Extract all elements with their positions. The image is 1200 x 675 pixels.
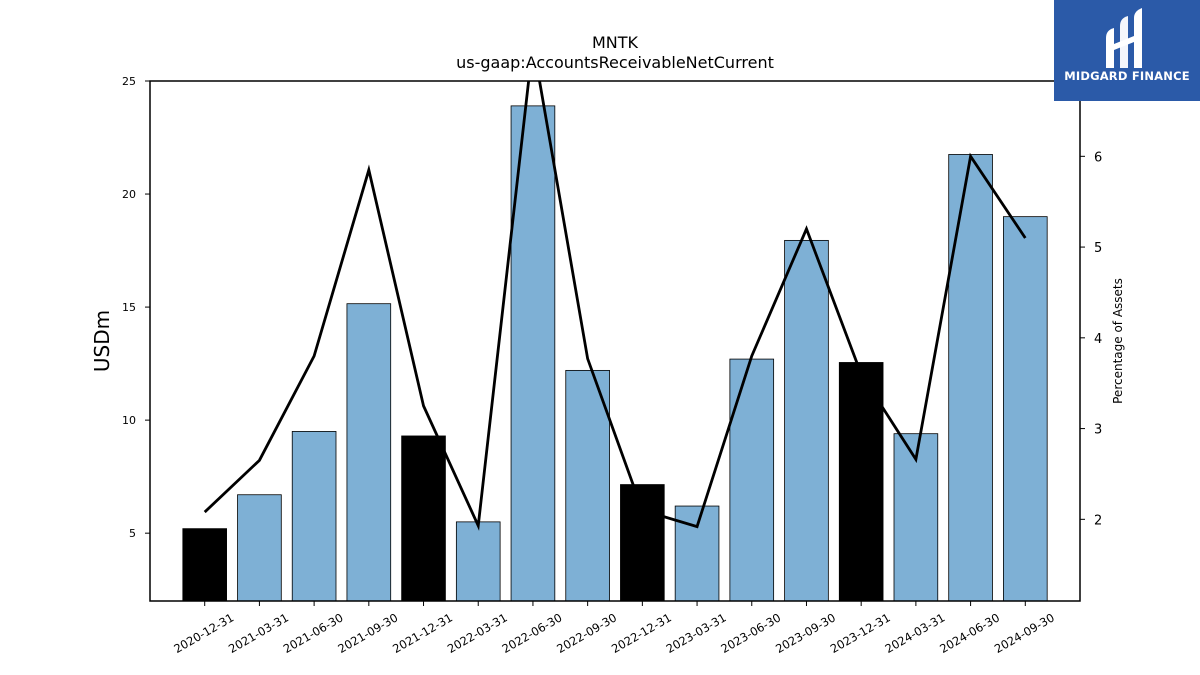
bar <box>565 369 610 602</box>
x-tick-label: 2021-06-30 <box>281 610 346 656</box>
bar <box>510 105 556 602</box>
y-tick-label: 10 <box>122 414 136 427</box>
bar <box>838 362 884 602</box>
y-tick-label: 20 <box>122 188 136 201</box>
y2-tick-label: 4 <box>1094 332 1102 347</box>
y2-axis-label: Percentage of Assets <box>1111 278 1125 404</box>
y-tick-label: 5 <box>129 527 136 540</box>
bar <box>237 494 282 602</box>
bar <box>620 484 665 602</box>
bar <box>346 303 392 602</box>
bar <box>729 358 775 602</box>
x-tick-label: 2022-12-31 <box>609 610 674 656</box>
x-tick-label: 2022-03-31 <box>445 610 510 656</box>
y2-tick-label: 2 <box>1094 513 1102 528</box>
brand-logo: MIDGARD FINANCE <box>1054 0 1200 101</box>
x-tick-label: 2024-03-31 <box>882 610 947 656</box>
chart-title: MNTK <box>592 33 639 52</box>
x-tick-label: 2021-09-30 <box>335 610 400 656</box>
x-tick-label: 2022-06-30 <box>500 610 565 656</box>
y-tick-label: 15 <box>122 301 136 314</box>
bar <box>455 521 501 602</box>
bar <box>784 239 829 602</box>
brand-name: MIDGARD FINANCE <box>1064 69 1190 83</box>
y-axis-label: USDm <box>90 310 114 372</box>
line-layer <box>203 81 1027 531</box>
bars-layer <box>182 105 1048 602</box>
bar <box>1003 216 1048 602</box>
x-tick-label: 2024-06-30 <box>937 610 1002 656</box>
bar <box>182 528 227 602</box>
x-tick-label: 2023-09-30 <box>773 610 838 656</box>
x-tick-label: 2022-09-30 <box>554 610 619 656</box>
pct-of-assets-line <box>203 81 1027 531</box>
x-tick-label: 2020-12-31 <box>171 610 236 656</box>
x-axis: 2020-12-312021-03-312021-06-302021-09-30… <box>171 601 1057 656</box>
x-tick-label: 2021-12-31 <box>390 610 455 656</box>
y-axis: 5 10 15 20 25 <box>122 75 150 540</box>
y2-tick-label: 6 <box>1094 150 1102 165</box>
y2-tick-label: 5 <box>1094 241 1102 256</box>
x-tick-label: 2023-06-30 <box>718 610 783 656</box>
plot-frame <box>149 80 1081 602</box>
midgard-logo-icon <box>1106 8 1142 68</box>
x-tick-label: 2021-03-31 <box>226 610 291 656</box>
bar <box>948 154 993 602</box>
y2-axis: 2 3 4 5 6 <box>1080 150 1102 528</box>
chart-subtitle: us-gaap:AccountsReceivableNetCurrent <box>456 53 774 72</box>
bar <box>291 431 337 602</box>
bar <box>401 435 446 602</box>
bar <box>674 505 720 602</box>
y2-tick-label: 3 <box>1094 423 1102 438</box>
x-tick-label: 2023-03-31 <box>664 610 729 656</box>
x-tick-label: 2023-12-31 <box>828 610 893 656</box>
y-tick-label: 25 <box>122 75 136 88</box>
x-tick-label: 2024-09-30 <box>992 610 1057 656</box>
